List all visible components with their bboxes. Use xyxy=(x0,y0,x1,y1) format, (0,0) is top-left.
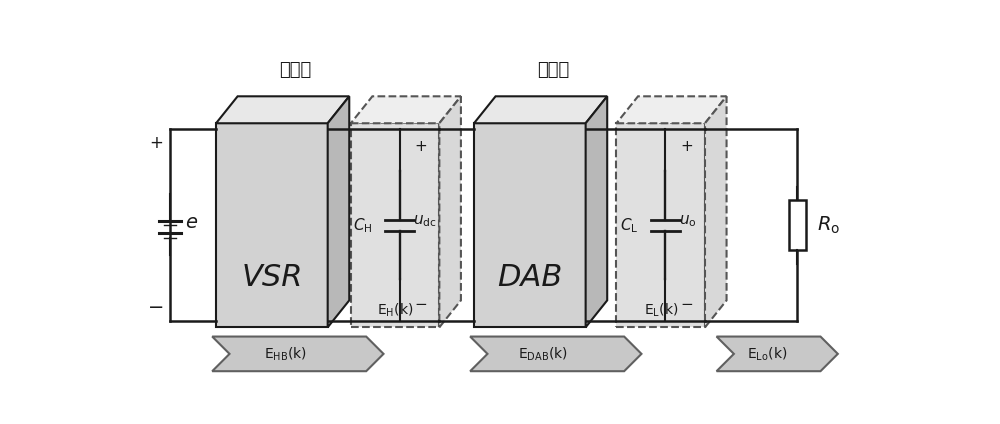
Polygon shape xyxy=(586,96,607,327)
Polygon shape xyxy=(212,337,384,371)
Polygon shape xyxy=(474,123,586,327)
Text: −: − xyxy=(148,298,164,317)
Polygon shape xyxy=(616,123,705,327)
Text: $\mathrm{E_{Lo}(k)}$: $\mathrm{E_{Lo}(k)}$ xyxy=(747,345,787,363)
Text: $\mathrm{E_L(k)}$: $\mathrm{E_L(k)}$ xyxy=(644,301,678,319)
Text: +: + xyxy=(149,134,163,152)
Text: +: + xyxy=(415,139,427,154)
Polygon shape xyxy=(328,96,349,327)
Polygon shape xyxy=(351,96,461,123)
Polygon shape xyxy=(439,96,461,327)
Polygon shape xyxy=(705,96,727,327)
Text: −: − xyxy=(680,297,693,312)
Text: $\mathrm{E_{HB}(k)}$: $\mathrm{E_{HB}(k)}$ xyxy=(264,345,306,363)
Polygon shape xyxy=(470,337,641,371)
Text: $\mathrm{E_H(k)}$: $\mathrm{E_H(k)}$ xyxy=(377,301,413,319)
Bar xyxy=(789,200,806,250)
Text: 输出级: 输出级 xyxy=(537,61,569,79)
Text: $R_\mathrm{o}$: $R_\mathrm{o}$ xyxy=(817,215,841,236)
Text: $e$: $e$ xyxy=(185,213,198,232)
Text: $u_\mathrm{dc}$: $u_\mathrm{dc}$ xyxy=(413,214,437,229)
Text: $C_\mathrm{L}$: $C_\mathrm{L}$ xyxy=(620,216,638,234)
Polygon shape xyxy=(351,123,439,327)
Polygon shape xyxy=(474,96,607,123)
Text: $u_\mathrm{o}$: $u_\mathrm{o}$ xyxy=(679,214,697,229)
Text: $\mathrm{E_{DAB}(k)}$: $\mathrm{E_{DAB}(k)}$ xyxy=(518,345,568,363)
Text: DAB: DAB xyxy=(497,263,562,292)
Text: +: + xyxy=(680,139,693,154)
Polygon shape xyxy=(216,123,328,327)
Polygon shape xyxy=(216,96,349,123)
Text: VSR: VSR xyxy=(241,263,303,292)
Polygon shape xyxy=(616,96,727,123)
Text: 输入级: 输入级 xyxy=(279,61,311,79)
Text: −: − xyxy=(415,297,427,312)
Text: $C_\mathrm{H}$: $C_\mathrm{H}$ xyxy=(353,216,373,234)
Polygon shape xyxy=(717,337,838,371)
